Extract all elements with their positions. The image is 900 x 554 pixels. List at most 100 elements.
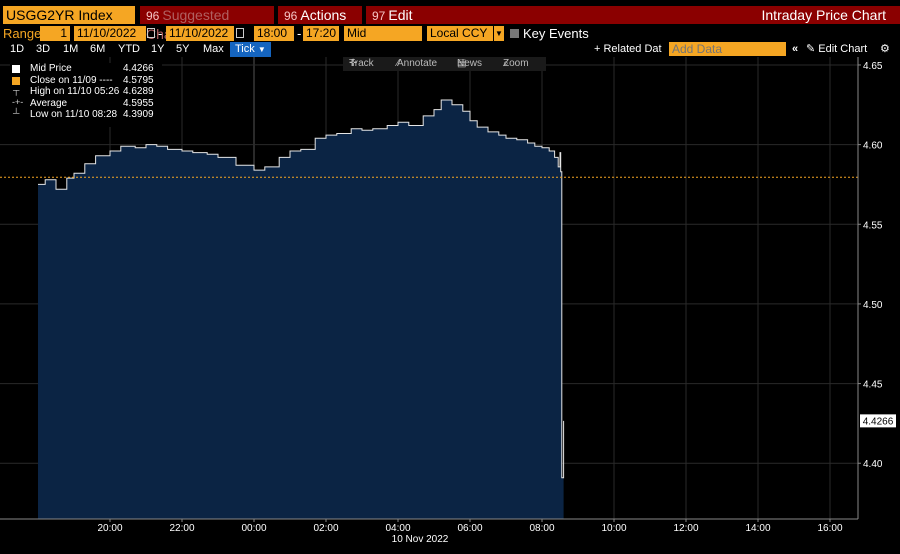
x-tick-label: 14:00 bbox=[745, 523, 770, 534]
y-tick-label: 4.40 bbox=[863, 459, 883, 470]
y-tick-label: 4.60 bbox=[863, 141, 883, 152]
annotate-label: Annotate bbox=[397, 58, 438, 69]
legend-name: Mid Price bbox=[30, 63, 72, 74]
period-6m[interactable]: 6M bbox=[90, 43, 106, 55]
legend-low-icon: ┴ bbox=[13, 108, 20, 119]
period-3d[interactable]: 3D bbox=[36, 43, 51, 55]
range-num-input[interactable]: 1 bbox=[40, 26, 70, 41]
x-axis-date-label: 10 Nov 2022 bbox=[392, 534, 449, 545]
legend-value: 4.6289 bbox=[123, 86, 154, 98]
title-bar: Intraday Price Chart bbox=[428, 6, 900, 24]
period-tick[interactable]: Tick ▼ bbox=[230, 42, 271, 57]
x-tick-label: 16:00 bbox=[817, 523, 842, 534]
legend-value: 4.4266 bbox=[123, 63, 154, 74]
y-tick-label: 4.50 bbox=[863, 300, 883, 311]
start-time-input[interactable]: 18:00 bbox=[254, 26, 294, 41]
pencil-icon: ✎ bbox=[806, 43, 816, 55]
legend-swatch bbox=[12, 65, 20, 73]
price-area bbox=[38, 100, 564, 519]
y-axis-ticks: 4.40 4.45 4.50 4.55 4.60 4.65 bbox=[858, 61, 883, 470]
legend-high-icon: ┬ bbox=[13, 85, 20, 96]
currency-select[interactable]: Local CCY bbox=[427, 26, 493, 41]
edit-num: 97 bbox=[372, 9, 386, 23]
edit-label: Edit bbox=[388, 7, 413, 23]
legend-value: 4.5795 bbox=[123, 74, 154, 86]
legend-row: ┴ Low on 11/10 08:28 4.3909 bbox=[10, 108, 162, 121]
calendar-icon[interactable] bbox=[236, 28, 244, 38]
start-date-input[interactable]: 11/10/2022 bbox=[74, 26, 146, 41]
news-icon: ▤ bbox=[457, 58, 467, 69]
x-tick-label: 22:00 bbox=[169, 523, 194, 534]
chart-legend: Mid Price 4.4266 Close on 11/09 ---- 4.579… bbox=[10, 63, 162, 127]
legend-row: Mid Price 4.4266 bbox=[10, 63, 162, 75]
legend-row: -+- Average 4.5955 bbox=[10, 96, 162, 110]
price-line bbox=[38, 99, 565, 479]
x-tick-label: 20:00 bbox=[97, 523, 122, 534]
crosshair-icon: ✛ bbox=[349, 58, 358, 69]
track-label: Track bbox=[349, 58, 374, 69]
top-strip bbox=[0, 0, 900, 5]
price-chart: 4.40 4.45 4.50 4.55 4.60 4.65 20:00 22:00 00:00… bbox=[0, 57, 896, 545]
legend-row: Close on 11/09 ---- 4.5795 bbox=[10, 75, 162, 87]
date-separator: - bbox=[158, 26, 163, 41]
last-price-label: 4.4266 bbox=[863, 416, 894, 427]
chevron-double-left-icon[interactable]: « bbox=[792, 43, 799, 55]
actions-label: Actions bbox=[300, 7, 347, 23]
end-date-input[interactable]: 11/10/2022 bbox=[166, 26, 234, 41]
chevron-down-icon[interactable]: ▼ bbox=[494, 26, 504, 41]
x-axis-ticks: 20:00 22:00 00:00 02:00 04:00 06:00 08:00 10:00… bbox=[97, 519, 843, 534]
time-separator: - bbox=[297, 26, 302, 41]
x-tick-label: 02:00 bbox=[313, 523, 338, 534]
related-data-label: Related Dat bbox=[603, 43, 662, 55]
period-1y[interactable]: 1Y bbox=[151, 43, 165, 55]
chart-title: Intraday Price Chart bbox=[761, 7, 887, 23]
period-ytd[interactable]: YTD bbox=[118, 43, 140, 55]
price-type-select[interactable]: Mid bbox=[344, 26, 422, 41]
legend-average-icon: -+- bbox=[12, 96, 24, 107]
legend-value: 4.3909 bbox=[123, 109, 154, 121]
key-events-checkbox[interactable] bbox=[510, 29, 519, 38]
legend-name: High on 11/10 05:26 bbox=[30, 86, 120, 98]
x-tick-label: 00:00 bbox=[241, 523, 266, 534]
y-tick-label: 4.45 bbox=[863, 380, 883, 391]
legend-name: Average bbox=[30, 97, 68, 109]
legend-swatch bbox=[12, 76, 20, 85]
last-price-marker: 4.4266 bbox=[860, 414, 896, 428]
legend-name: Low on 11/10 08:28 bbox=[30, 109, 118, 121]
actions-num: 96 bbox=[284, 9, 298, 23]
zoom-label: Zoom bbox=[503, 58, 529, 69]
pencil-icon: ∕ bbox=[397, 58, 399, 69]
legend-name: Close on 11/09 ---- bbox=[30, 74, 113, 86]
related-data-button[interactable]: + Related Dat bbox=[594, 43, 662, 55]
period-max[interactable]: Max bbox=[203, 43, 224, 55]
suggested-num: 96 bbox=[146, 9, 160, 23]
chart-tools: ✛ Track ∕ Annotate ▤ News ⌕ Zoom bbox=[343, 57, 546, 71]
chevron-down-icon: ▼ bbox=[257, 45, 266, 54]
legend-value: 4.5955 bbox=[123, 97, 154, 109]
gear-icon[interactable]: ⚙ bbox=[880, 43, 890, 55]
y-tick-label: 4.65 bbox=[863, 61, 883, 72]
range-bar: Range 1 11/10/2022 - 11/10/2022 18:00 - … bbox=[0, 26, 900, 42]
period-5y[interactable]: 5Y bbox=[176, 43, 190, 55]
magnifier-icon: ⌕ bbox=[503, 58, 509, 69]
period-bar: 1D 3D 1M 6M YTD 1Y 5Y Max Tick ▼ + Relat… bbox=[0, 42, 900, 57]
ticker-input[interactable]: USGG2YR Index bbox=[3, 6, 135, 24]
period-tick-label: Tick bbox=[235, 43, 255, 55]
x-tick-label: 08:00 bbox=[529, 523, 554, 534]
calendar-icon[interactable] bbox=[147, 28, 155, 38]
period-1m[interactable]: 1M bbox=[63, 43, 79, 55]
add-data-input[interactable] bbox=[669, 42, 786, 56]
end-time-input[interactable]: 17:20 bbox=[303, 26, 339, 41]
edit-chart-label: Edit Chart bbox=[818, 43, 868, 55]
range-label: Range bbox=[3, 26, 42, 41]
key-events-label: Key Events bbox=[523, 26, 589, 41]
x-tick-label: 10:00 bbox=[601, 523, 626, 534]
period-1d[interactable]: 1D bbox=[10, 43, 25, 55]
edit-chart-button[interactable]: ✎ Edit Chart bbox=[806, 42, 867, 57]
x-tick-label: 12:00 bbox=[673, 523, 698, 534]
x-tick-label: 06:00 bbox=[457, 523, 482, 534]
